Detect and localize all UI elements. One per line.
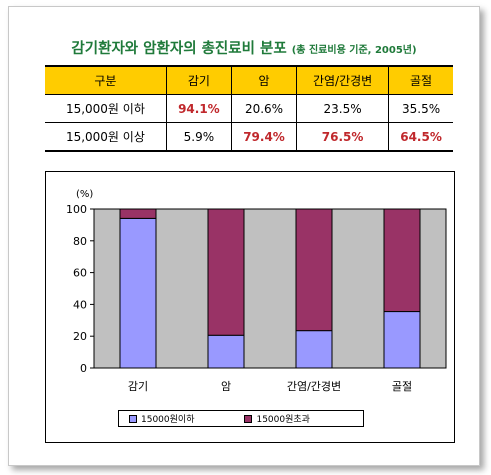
chart-legend: 15000원이하 15000원초과: [118, 410, 364, 427]
y-tick-label: 40: [73, 298, 87, 311]
header-cell: 골절: [388, 65, 453, 95]
y-tick-label: 0: [80, 362, 87, 375]
bar-segment: [119, 217, 157, 369]
bar-segment: [295, 330, 333, 369]
table-cell: 23.5%: [296, 94, 390, 123]
header-cell: 암: [230, 65, 298, 95]
bar-segment: [383, 208, 421, 313]
figure-frame: 감기환자와 암환자의 총진료비 분포 (총 진료비용 기준, 2005년) 구분…: [8, 6, 480, 466]
table-row: 15,000원 이상 5.9% 79.4% 76.5% 64.5%: [45, 122, 453, 152]
header-cell: 감기: [165, 65, 232, 95]
bar-segment: [295, 208, 333, 332]
x-tick-label: 감기: [128, 380, 148, 393]
y-tick-label: 20: [73, 330, 87, 343]
legend-label: 15000원초과: [256, 415, 310, 425]
table-cell: 64.5%: [388, 122, 453, 152]
bar-segment: [119, 208, 157, 219]
y-tick-label: 100: [66, 203, 87, 216]
y-axis-label: (%): [76, 189, 93, 200]
chart-container: 0 20 40 60 80 100 (%) 감기 암 간염/간경변 골절 15000원이하 1500…: [45, 171, 455, 443]
table-cell: 94.1%: [165, 94, 232, 123]
x-tick-label: 골절: [392, 380, 412, 393]
header-cell: 간염/간경변: [296, 65, 390, 95]
table-cell: 20.6%: [230, 94, 298, 123]
stacked-bar-chart: 0 20 40 60 80 100 (%) 감기 암 간염/간경변 골절: [66, 189, 447, 393]
title-main: 감기환자와 암환자의 총진료비 분포: [71, 41, 287, 57]
table-cell: 76.5%: [296, 122, 390, 152]
row-label: 15,000원 이상: [45, 122, 167, 152]
table-cell: 35.5%: [388, 94, 453, 123]
table-cell: 5.9%: [165, 122, 232, 152]
table-row: 15,000원 이하 94.1% 20.6% 23.5% 35.5%: [45, 94, 453, 123]
chart-title: 감기환자와 암환자의 총진료비 분포 (총 진료비용 기준, 2005년): [9, 37, 479, 58]
bar-segment: [383, 311, 421, 369]
y-tick-label: 80: [73, 235, 87, 248]
table-cell: 79.4%: [230, 122, 298, 152]
bar-segment: [207, 334, 245, 369]
x-tick-label: 암: [221, 380, 231, 393]
legend-swatch: [129, 414, 137, 423]
x-tick-label: 간염/간경변: [287, 380, 341, 393]
y-tick-label: 60: [73, 267, 87, 280]
row-label: 15,000원 이하: [45, 94, 167, 123]
header-cell: 구분: [45, 65, 167, 95]
data-table: 구분 감기 암 간염/간경변 골절 15,000원 이하 94.1% 20.6%…: [45, 65, 453, 152]
legend-item: 15000원초과: [244, 412, 310, 425]
bar-segment: [207, 208, 245, 336]
table-header-row: 구분 감기 암 간염/간경변 골절: [45, 65, 453, 95]
title-subtitle: (총 진료비용 기준, 2005년): [291, 45, 417, 56]
legend-label: 15000원이하: [141, 415, 195, 425]
legend-item: 15000원이하: [129, 412, 194, 425]
legend-swatch: [244, 414, 253, 423]
